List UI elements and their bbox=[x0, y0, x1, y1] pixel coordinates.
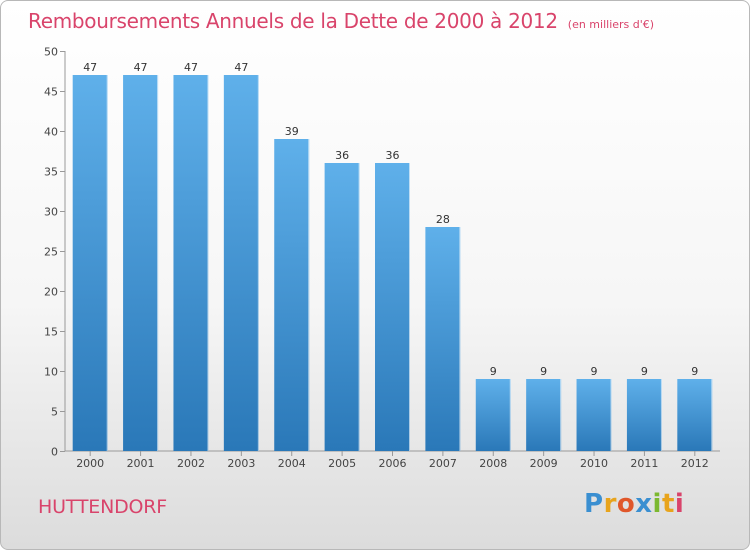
logo-letter: P bbox=[584, 489, 604, 519]
chart-title-text: Remboursements Annuels de la Dette de 20… bbox=[28, 9, 558, 33]
bar-value-label: 9 bbox=[641, 365, 648, 378]
bar-value-label: 47 bbox=[134, 61, 148, 74]
bar bbox=[223, 75, 259, 451]
bar-value-label: 9 bbox=[691, 365, 698, 378]
x-tick-label: 2000 bbox=[76, 457, 104, 470]
bar bbox=[677, 379, 713, 451]
commune-name: HUTTENDORF bbox=[38, 496, 168, 518]
y-tick-label: 30 bbox=[44, 206, 58, 219]
bar bbox=[526, 379, 562, 451]
bar-value-label: 9 bbox=[490, 365, 497, 378]
x-tick-label: 2012 bbox=[681, 457, 709, 470]
bar bbox=[72, 75, 108, 451]
y-tick-label: 50 bbox=[44, 46, 58, 59]
logo-letter: t bbox=[661, 489, 675, 519]
y-tick-label: 0 bbox=[51, 446, 58, 459]
y-tick-label: 25 bbox=[44, 246, 58, 259]
y-tick-label: 20 bbox=[44, 286, 58, 299]
x-tick-label: 2001 bbox=[127, 457, 155, 470]
bar-value-label: 28 bbox=[436, 213, 450, 226]
x-tick-label: 2005 bbox=[328, 457, 356, 470]
logo-letter: o bbox=[616, 489, 636, 519]
y-tick-label: 35 bbox=[44, 166, 58, 179]
x-tick-label: 2003 bbox=[227, 457, 255, 470]
x-tick-label: 2009 bbox=[530, 457, 558, 470]
x-tick-label: 2002 bbox=[177, 457, 205, 470]
chart-title: Remboursements Annuels de la Dette de 20… bbox=[28, 9, 654, 33]
proxiti-logo: Proxiti bbox=[584, 489, 684, 519]
x-tick-label: 2008 bbox=[479, 457, 507, 470]
bar bbox=[425, 227, 461, 451]
x-tick-label: 2006 bbox=[379, 457, 407, 470]
y-tick-label: 5 bbox=[51, 406, 58, 419]
bar bbox=[375, 163, 410, 451]
bar bbox=[576, 379, 612, 451]
x-tick-label: 2011 bbox=[630, 457, 658, 470]
x-tick-label: 2007 bbox=[429, 457, 457, 470]
bar-value-label: 47 bbox=[234, 61, 248, 74]
x-tick-label: 2004 bbox=[278, 457, 306, 470]
bar-value-label: 9 bbox=[591, 365, 598, 378]
bar bbox=[173, 75, 209, 451]
bar bbox=[324, 163, 360, 451]
x-tick-label: 2010 bbox=[580, 457, 608, 470]
bar bbox=[626, 379, 662, 451]
y-tick-label: 15 bbox=[44, 326, 58, 339]
bar-value-label: 47 bbox=[83, 61, 97, 74]
chart-unit: (en milliers d'€) bbox=[567, 18, 655, 31]
logo-letter: i bbox=[652, 489, 662, 519]
logo-letter: x bbox=[635, 489, 653, 519]
logo-letter: i bbox=[674, 489, 685, 519]
bar-value-label: 47 bbox=[184, 61, 198, 74]
bar-value-label: 36 bbox=[335, 149, 349, 162]
y-tick-label: 40 bbox=[44, 126, 58, 139]
bar-value-label: 36 bbox=[386, 149, 400, 162]
logo-letter: r bbox=[603, 489, 617, 519]
bar-value-label: 39 bbox=[285, 125, 299, 138]
bar-value-label: 9 bbox=[540, 365, 547, 378]
y-tick-label: 10 bbox=[44, 366, 58, 379]
bar bbox=[123, 75, 159, 451]
bar bbox=[274, 139, 310, 451]
y-tick-label: 45 bbox=[44, 86, 58, 99]
bar bbox=[475, 379, 511, 451]
